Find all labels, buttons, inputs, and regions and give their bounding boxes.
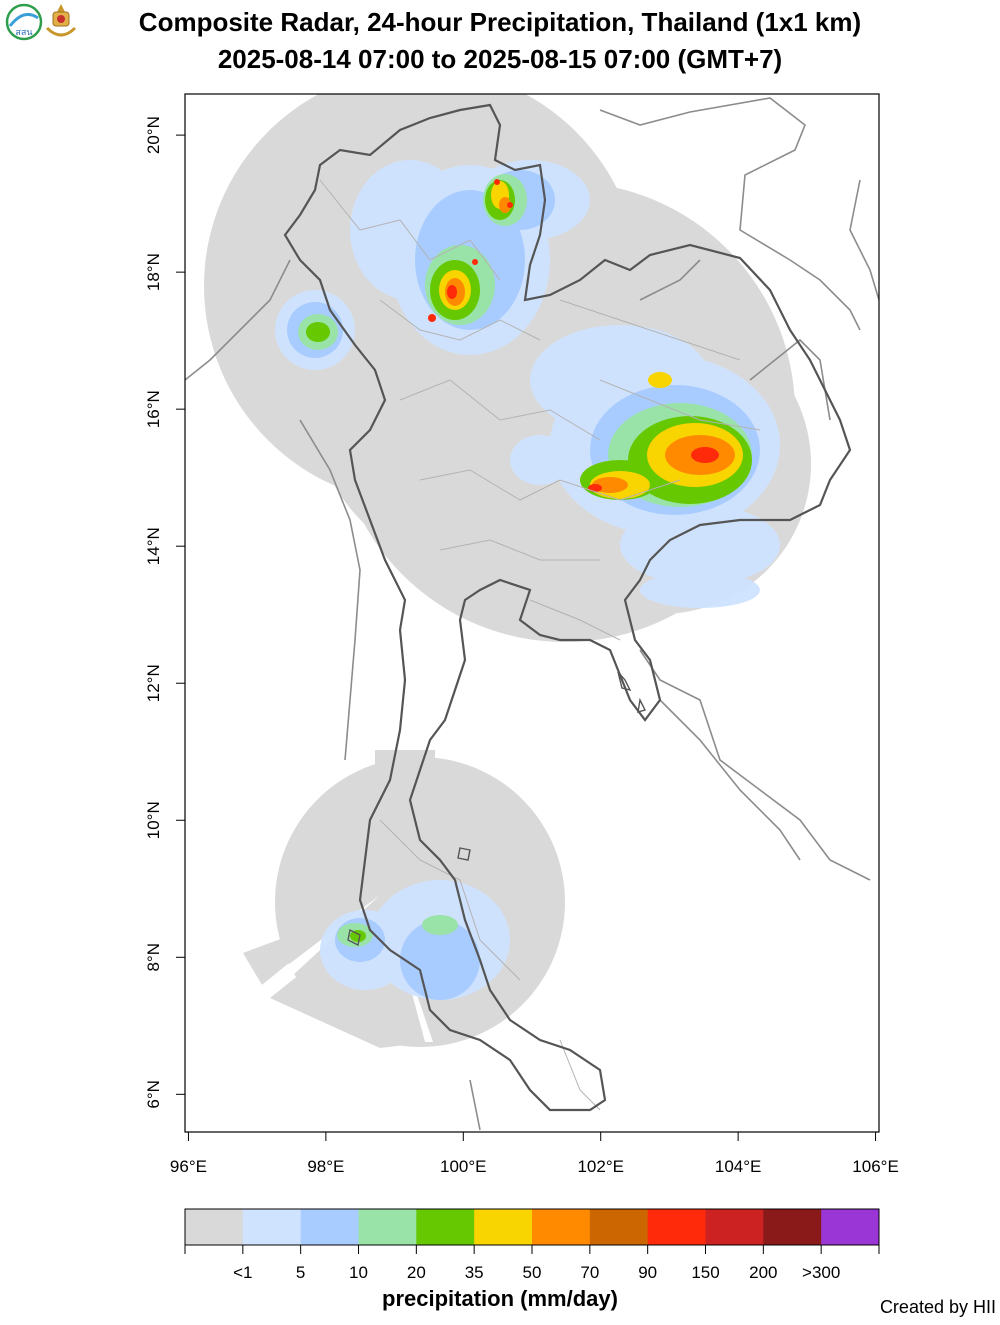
- hii-logo: สสน: [4, 2, 44, 47]
- legend-title: precipitation (mm/day): [382, 1286, 618, 1311]
- logo-text: สสน: [15, 28, 32, 38]
- colorbar-swatch: [242, 1209, 302, 1245]
- colorbar-label: 90: [638, 1263, 657, 1282]
- x-tick-label: 96°E: [170, 1157, 207, 1176]
- colorbar-swatch: [705, 1209, 764, 1245]
- x-tick-label: 102°E: [577, 1157, 624, 1176]
- x-tick-label: 98°E: [307, 1157, 344, 1176]
- colorbar-label: 5: [296, 1263, 305, 1282]
- colorbar-label: 20: [407, 1263, 426, 1282]
- y-tick-label: 10°N: [144, 801, 163, 839]
- y-tick-label: 12°N: [144, 664, 163, 702]
- y-tick-label: 14°N: [144, 527, 163, 565]
- colorbar-swatch: [358, 1209, 417, 1245]
- colorbar-label: 200: [749, 1263, 777, 1282]
- x-tick-label: 104°E: [715, 1157, 762, 1176]
- colorbar-swatch: [821, 1209, 880, 1245]
- map-frame: [184, 93, 880, 1133]
- colorbar-label: 50: [523, 1263, 542, 1282]
- country-boundaries: [185, 97, 879, 1131]
- colorbar-label: 150: [691, 1263, 719, 1282]
- chart-subtitle: 2025-08-14 07:00 to 2025-08-15 07:00 (GM…: [217, 44, 783, 74]
- colorbar-label: >300: [802, 1263, 840, 1282]
- colorbar-label: 10: [349, 1263, 368, 1282]
- y-tick-label: 8°N: [144, 943, 163, 972]
- x-tick-label: 100°E: [440, 1157, 487, 1176]
- islands: [347, 671, 647, 947]
- y-tick-label: 16°N: [144, 390, 163, 428]
- y-tick-label: 20°N: [144, 116, 163, 154]
- colorbar-swatch: [647, 1209, 706, 1245]
- colorbar-swatch: [474, 1209, 533, 1245]
- map-plot-area: [185, 94, 879, 1132]
- x-axis: 96°E 98°E 100°E 102°E 104°E 106°E: [170, 1132, 899, 1176]
- y-tick-label: 18°N: [144, 253, 163, 291]
- chart-title: Composite Radar, 24-hour Precipitation, …: [138, 7, 862, 37]
- royal-emblem-logo: [44, 2, 78, 47]
- colorbar-swatch: [589, 1209, 649, 1245]
- y-axis: 6°N 8°N 10°N 12°N 14°N 16°N 18°N 20°N: [144, 116, 185, 1109]
- colorbar-swatch: [532, 1209, 591, 1245]
- colorbar-swatch: [185, 1209, 244, 1245]
- thailand-border: [283, 103, 852, 1112]
- colorbar-label: 70: [580, 1263, 599, 1282]
- colorbar-swatch: [763, 1209, 822, 1245]
- rain-90-150-field: [428, 179, 719, 492]
- colorbar-label: <1: [233, 1263, 252, 1282]
- y-tick-label: 6°N: [144, 1080, 163, 1109]
- province-boundaries: [319, 179, 761, 1111]
- precipitation-colorbar: <1 5 10 20 35 50 70 90 150 200 >300: [184, 1208, 880, 1282]
- colorbar-label: 35: [465, 1263, 484, 1282]
- credit-text: Created by HII: [879, 1297, 996, 1317]
- x-tick-label: 106°E: [852, 1157, 899, 1176]
- colorbar-swatch: [300, 1209, 359, 1245]
- colorbar-swatch: [416, 1209, 475, 1245]
